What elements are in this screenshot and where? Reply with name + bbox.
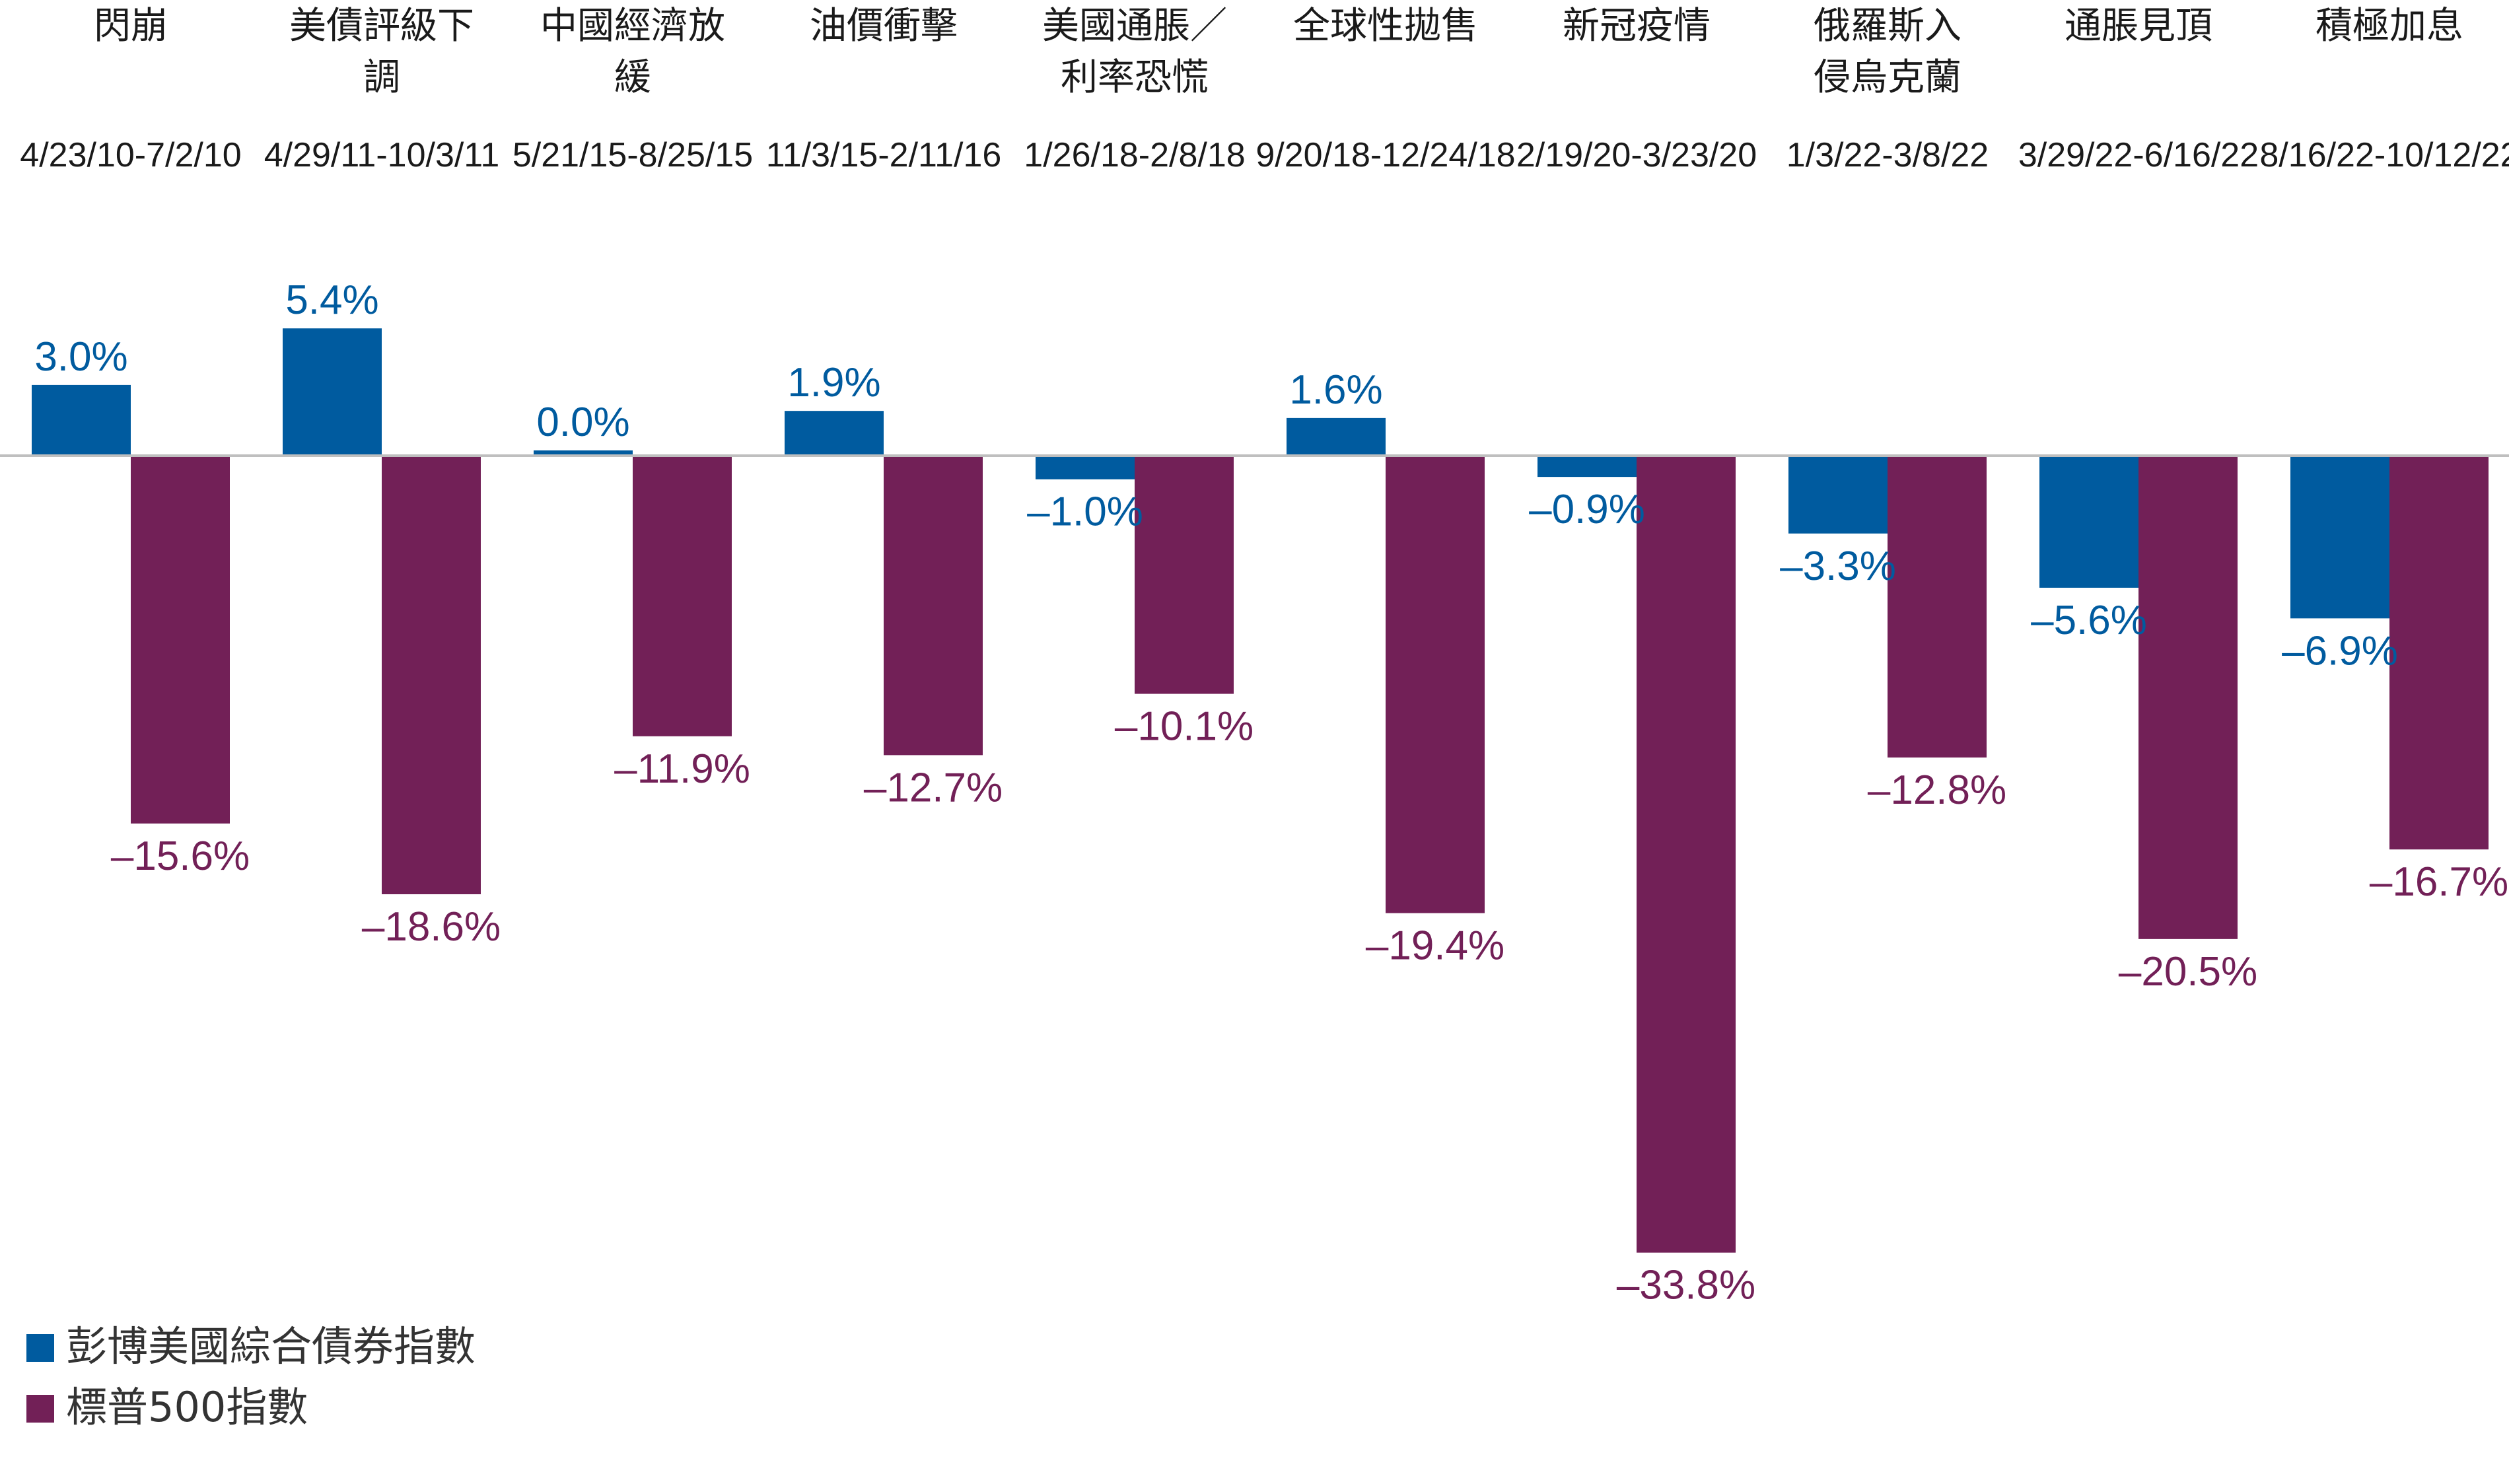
bond-value-label: 1.6% — [1289, 367, 1382, 413]
legend-label-bond: 彭博美國綜合債券指數 — [66, 1322, 476, 1370]
sp500-bar — [382, 456, 481, 895]
sp500-value-label: –20.5% — [2119, 949, 2257, 995]
sp500-value-label: –12.7% — [864, 765, 1003, 810]
sp500-bar — [1888, 456, 1987, 758]
category-label: 利率恐慌 — [1061, 56, 1209, 99]
category-label: 新冠疫情 — [1563, 5, 1711, 48]
bond-value-label: 3.0% — [34, 334, 127, 380]
bond-index-bar — [785, 411, 884, 456]
sp500-value-label: –10.1% — [1115, 704, 1254, 750]
date-range-label: 2/19/20-3/23/20 — [1516, 136, 1757, 174]
sp500-bar — [1637, 456, 1736, 1253]
date-range-label: 5/21/15-8/25/15 — [512, 136, 753, 174]
category-label: 積極加息 — [2315, 5, 2463, 48]
bond-value-label: 1.9% — [787, 360, 880, 406]
category-label: 全球性拋售 — [1293, 5, 1478, 48]
bond-value-label: –6.9% — [2282, 628, 2398, 674]
category-label: 閃崩 — [94, 5, 168, 48]
date-range-label: 1/3/22-3/8/22 — [1786, 136, 1989, 174]
bars — [32, 328, 2489, 1253]
sp500-bar — [2389, 456, 2489, 850]
bond-index-bar — [1537, 456, 1637, 477]
category-label: 緩 — [614, 56, 651, 99]
value-labels: 3.0% –15.6% 5.4% –18.6% 0.0% –11.9% 1.9% –12.7%… — [34, 277, 2508, 1308]
legend-swatch-bond — [26, 1334, 54, 1362]
sp500-bar — [1386, 456, 1485, 913]
bond-value-label: –3.3% — [1780, 544, 1896, 589]
date-range-labels: 4/23/10-7/2/10 4/29/11-10/3/11 5/21/15-8/2… — [20, 136, 2509, 174]
bond-value-label: –5.6% — [2031, 598, 2147, 643]
category-label: 油價衝擊 — [810, 5, 958, 48]
bond-value-label: 0.0% — [536, 400, 629, 445]
sp500-bar — [1135, 456, 1234, 694]
sp500-value-label: –33.8% — [1617, 1263, 1755, 1308]
sp500-value-label: –11.9% — [614, 746, 750, 792]
sp500-value-label: –12.8% — [1868, 767, 2006, 813]
bond-index-bar — [32, 384, 131, 456]
legend-label-sp500: 標普500指數 — [66, 1383, 308, 1431]
bond-index-bar — [534, 450, 633, 456]
sp500-bar — [2138, 456, 2238, 939]
sp500-value-label: –15.6% — [111, 833, 250, 879]
sp500-value-label: –16.7% — [2370, 859, 2508, 905]
bond-value-label: 5.4% — [285, 277, 378, 323]
sp500-bar — [884, 456, 983, 756]
bond-index-bar — [2290, 456, 2389, 619]
date-range-label: 1/26/18-2/8/18 — [1024, 136, 1245, 174]
date-range-label: 11/3/15-2/11/16 — [766, 136, 1002, 174]
bond-index-bar — [2039, 456, 2138, 588]
category-label: 調 — [363, 56, 400, 99]
date-range-label: 4/23/10-7/2/10 — [20, 136, 241, 174]
bond-value-label: –0.9% — [1529, 487, 1645, 532]
bond-index-bar — [283, 328, 382, 456]
bond-value-label: –1.0% — [1027, 489, 1143, 535]
bond-index-bar — [1287, 417, 1386, 456]
category-label: 美國通脹／ — [1042, 5, 1227, 48]
date-range-label: 8/16/22-10/12/22 — [2259, 136, 2509, 174]
sp500-value-label: –19.4% — [1366, 923, 1504, 969]
bond-index-bar — [1036, 456, 1135, 479]
sp500-value-label: –18.6% — [362, 904, 501, 950]
bond-index-bar — [1788, 456, 1888, 534]
category-label: 侵烏克蘭 — [1814, 56, 1961, 99]
date-range-label: 3/29/22-6/16/22 — [2018, 136, 2259, 174]
sp500-bar — [131, 456, 230, 824]
category-label: 美債評級下 — [289, 5, 474, 48]
category-label: 俄羅斯入 — [1814, 5, 1961, 48]
date-range-label: 4/29/11-10/3/11 — [264, 136, 500, 174]
category-label: 中國經濟放 — [540, 5, 725, 48]
legend-swatch-sp500 — [26, 1395, 54, 1423]
sp500-bar — [633, 456, 732, 736]
category-label: 通脹見頂 — [2065, 5, 2212, 48]
date-range-label: 9/20/18-12/24/18 — [1255, 136, 1515, 174]
